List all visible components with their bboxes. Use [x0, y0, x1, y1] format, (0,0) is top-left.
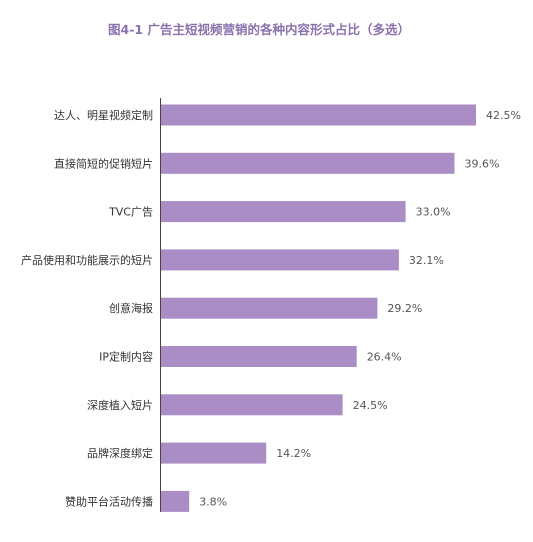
category-label: 品牌深度绑定 — [87, 446, 153, 460]
data-label: 39.6% — [465, 157, 500, 170]
category-label: 达人、明星视频定制 — [54, 108, 153, 122]
data-label: 29.2% — [387, 302, 422, 315]
bar — [161, 201, 406, 223]
bar — [161, 249, 399, 271]
category-label: 创意海报 — [109, 301, 153, 315]
data-label: 24.5% — [353, 399, 388, 412]
data-label: 33.0% — [416, 206, 451, 219]
bar — [161, 442, 267, 464]
data-label: 3.8% — [199, 495, 227, 508]
data-label: 42.5% — [486, 109, 521, 122]
bars-group — [161, 104, 476, 512]
bar — [161, 346, 357, 367]
chart-title: 图4-1 广告主短视频营销的各种内容形式占比（多选） — [108, 22, 410, 37]
data-label: 26.4% — [367, 351, 402, 364]
bar — [161, 490, 190, 512]
data-label: 14.2% — [276, 447, 311, 460]
bar — [161, 297, 378, 319]
bar — [161, 152, 455, 174]
category-label: IP定制内容 — [99, 350, 153, 364]
data-label: 32.1% — [409, 254, 444, 267]
category-label: 深度植入短片 — [87, 398, 153, 412]
category-label: 赞助平台活动传播 — [65, 494, 153, 508]
bar — [161, 394, 343, 416]
category-label: 产品使用和功能展示的短片 — [21, 253, 153, 267]
category-label: TVC广告 — [108, 206, 153, 219]
bar — [161, 104, 476, 126]
category-label: 直接简短的促销短片 — [54, 156, 153, 170]
value-labels-group: 42.5% 39.6% 33.0% 32.1% 29.2% 26.4% 24.5% 14.2%… — [199, 109, 521, 508]
